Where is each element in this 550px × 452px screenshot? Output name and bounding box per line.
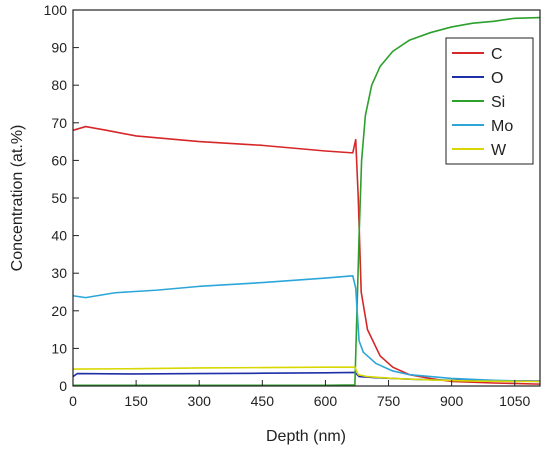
x-tick-label: 900 [440,393,464,409]
x-tick-label: 0 [69,393,77,409]
y-tick-label: 60 [51,152,67,168]
y-tick-label: 80 [51,77,67,93]
legend-label-w: W [491,142,507,159]
y-tick-label: 10 [51,340,67,356]
x-tick-label: 300 [188,393,212,409]
series-layer [72,16,541,387]
legend-label-c: C [491,46,503,63]
series-line-c [72,125,541,385]
y-tick-label: 100 [44,2,68,18]
y-tick-label: 0 [59,378,67,394]
x-tick-label: 150 [124,393,148,409]
x-axis-label: Depth (nm) [266,428,346,445]
legend-label-o: O [491,70,503,87]
x-tick-label: 750 [377,393,401,409]
y-tick-label: 50 [51,190,67,206]
x-tick-label: 450 [251,393,275,409]
y-tick-label: 70 [51,115,67,131]
y-tick-label: 20 [51,303,67,319]
x-axis: 0 150 300 450 600 750 900 1050 [69,380,531,409]
legend-label-mo: Mo [491,118,513,135]
series-line-mo [72,275,541,383]
series-line-w [72,366,541,383]
y-axis: 0 10 20 30 40 50 60 70 80 90 100 [44,2,79,394]
x-tick-label: 1050 [499,393,530,409]
legend: CO Si Mo W [445,37,534,165]
y-axis-label: Concentration (at.%) [9,125,26,272]
y-tick-label: 90 [51,40,67,56]
legend-label-si: Si [491,94,505,111]
y-tick-label: 40 [51,228,67,244]
x-tick-label: 600 [314,393,338,409]
y-tick-label: 30 [51,265,67,281]
